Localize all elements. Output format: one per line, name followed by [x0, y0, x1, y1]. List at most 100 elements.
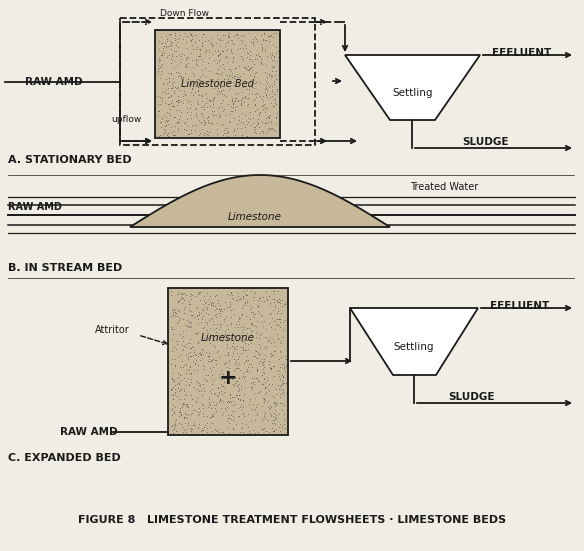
Point: [249, 60, 259, 68]
Point: [227, 305, 236, 314]
Point: [219, 409, 228, 418]
Point: [183, 78, 193, 87]
Point: [183, 58, 193, 67]
Point: [227, 371, 236, 380]
Point: [159, 87, 169, 96]
Point: [256, 357, 265, 366]
Point: [259, 293, 268, 301]
Point: [192, 42, 201, 51]
Point: [204, 395, 213, 403]
Point: [227, 47, 236, 56]
Point: [258, 424, 267, 433]
Point: [250, 69, 259, 78]
Point: [274, 355, 283, 364]
Point: [234, 361, 243, 370]
Point: [264, 31, 273, 40]
Point: [251, 51, 260, 60]
Point: [266, 118, 276, 127]
Point: [216, 121, 225, 129]
Point: [175, 95, 184, 104]
Point: [251, 100, 260, 109]
Point: [200, 303, 210, 312]
Point: [241, 93, 250, 102]
Point: [244, 48, 253, 57]
Point: [238, 53, 247, 62]
Point: [228, 415, 238, 424]
Point: [168, 51, 177, 60]
Point: [183, 399, 192, 408]
Point: [249, 352, 259, 360]
Point: [280, 316, 290, 325]
Point: [280, 424, 289, 433]
Point: [248, 377, 258, 386]
Point: [196, 73, 205, 82]
Point: [170, 34, 179, 42]
Point: [238, 343, 248, 352]
Point: [200, 420, 210, 429]
Point: [182, 63, 192, 72]
Point: [231, 130, 240, 139]
Point: [157, 51, 166, 60]
Point: [211, 290, 221, 299]
Point: [246, 397, 255, 406]
Point: [175, 370, 185, 379]
Point: [168, 306, 177, 315]
Point: [180, 409, 189, 418]
Point: [192, 355, 201, 364]
Point: [260, 102, 270, 111]
Point: [265, 349, 274, 358]
Point: [262, 426, 271, 435]
Point: [213, 347, 222, 356]
Point: [215, 41, 225, 50]
Point: [265, 357, 274, 366]
Point: [162, 117, 172, 126]
Point: [168, 130, 178, 139]
Point: [184, 369, 193, 377]
Point: [269, 415, 279, 424]
Point: [270, 300, 280, 309]
Point: [194, 307, 204, 316]
Point: [258, 312, 267, 321]
Point: [173, 84, 183, 93]
Point: [206, 372, 215, 381]
Point: [234, 72, 243, 81]
Point: [235, 314, 244, 323]
Point: [210, 56, 219, 64]
Point: [182, 114, 192, 123]
Point: [260, 67, 270, 76]
Text: B. IN STREAM BED: B. IN STREAM BED: [8, 263, 122, 273]
Point: [251, 128, 260, 137]
Point: [207, 40, 216, 48]
Point: [278, 385, 287, 394]
Point: [265, 125, 274, 133]
Point: [200, 90, 210, 99]
Point: [207, 34, 217, 42]
Point: [199, 30, 208, 39]
Point: [180, 89, 189, 98]
Point: [200, 117, 209, 126]
Point: [220, 31, 230, 40]
Point: [221, 124, 230, 133]
Point: [243, 328, 252, 337]
Point: [184, 366, 193, 375]
Point: [179, 118, 189, 127]
Point: [276, 381, 286, 390]
Point: [259, 394, 268, 403]
Point: [264, 387, 273, 396]
Point: [200, 48, 210, 57]
Point: [260, 342, 269, 350]
Point: [239, 372, 248, 381]
Point: [231, 72, 240, 81]
Point: [252, 300, 261, 309]
Point: [267, 67, 276, 75]
Point: [186, 410, 196, 419]
Point: [158, 50, 167, 59]
Point: [189, 345, 199, 354]
Point: [274, 372, 284, 381]
Point: [208, 363, 217, 372]
Point: [231, 419, 241, 428]
Point: [239, 97, 249, 106]
Point: [213, 119, 222, 128]
Point: [193, 51, 203, 60]
Point: [201, 347, 211, 356]
